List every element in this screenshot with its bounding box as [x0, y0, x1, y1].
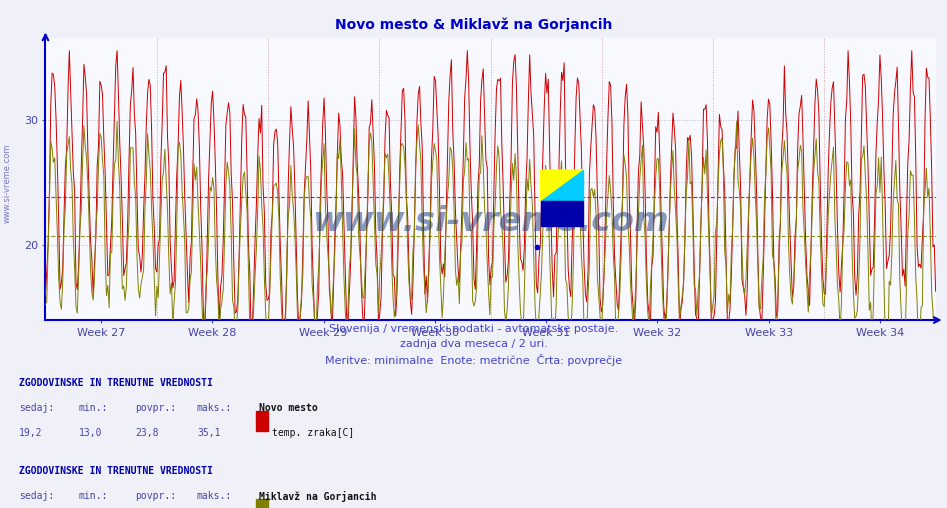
Text: Novo mesto & Miklavž na Gorjancih: Novo mesto & Miklavž na Gorjancih [335, 18, 612, 33]
Text: min.:: min.: [79, 403, 108, 413]
Text: Slovenija / vremenski podatki - avtomatske postaje.: Slovenija / vremenski podatki - avtomats… [329, 324, 618, 334]
Text: ZGODOVINSKE IN TRENUTNE VREDNOSTI: ZGODOVINSKE IN TRENUTNE VREDNOSTI [19, 466, 213, 477]
Text: www.si-vreme.com: www.si-vreme.com [313, 205, 669, 238]
Text: Meritve: minimalne  Enote: metrične  Črta: povprečje: Meritve: minimalne Enote: metrične Črta:… [325, 354, 622, 366]
Text: maks.:: maks.: [197, 491, 232, 501]
Text: temp. zraka[C]: temp. zraka[C] [272, 428, 354, 438]
Text: 19,2: 19,2 [19, 428, 43, 438]
Text: povpr.:: povpr.: [135, 403, 176, 413]
Text: min.:: min.: [79, 491, 108, 501]
Text: sedaj:: sedaj: [19, 491, 54, 501]
Text: sedaj:: sedaj: [19, 403, 54, 413]
Text: maks.:: maks.: [197, 403, 232, 413]
Text: Novo mesto: Novo mesto [259, 403, 317, 413]
Text: www.si-vreme.com: www.si-vreme.com [3, 143, 12, 223]
Text: 13,0: 13,0 [79, 428, 102, 438]
Text: 23,8: 23,8 [135, 428, 159, 438]
Text: povpr.:: povpr.: [135, 491, 176, 501]
Text: ZGODOVINSKE IN TRENUTNE VREDNOSTI: ZGODOVINSKE IN TRENUTNE VREDNOSTI [19, 378, 213, 389]
Text: zadnja dva meseca / 2 uri.: zadnja dva meseca / 2 uri. [400, 339, 547, 349]
Text: Miklavž na Gorjancih: Miklavž na Gorjancih [259, 491, 376, 502]
Text: 35,1: 35,1 [197, 428, 221, 438]
